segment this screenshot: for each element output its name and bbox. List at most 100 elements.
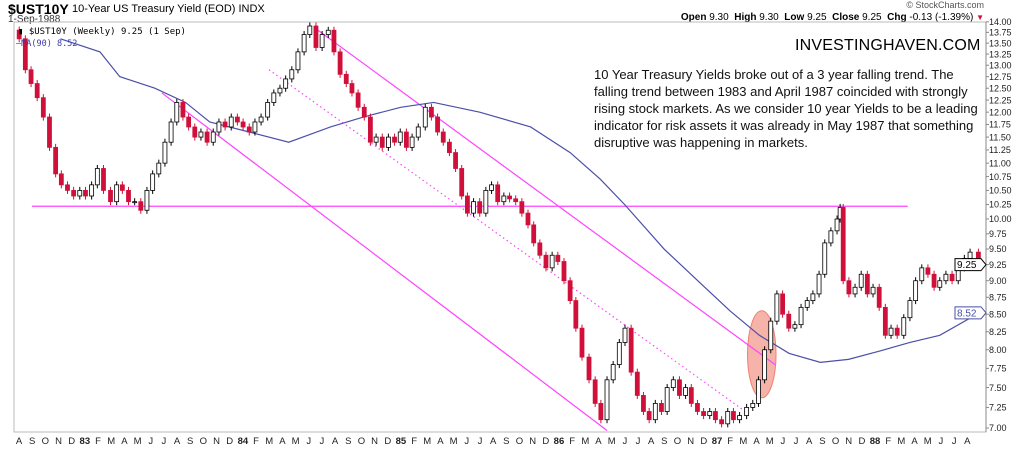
x-tick-label: F	[253, 436, 259, 447]
candle-body	[483, 189, 489, 214]
open-value: 9.30	[709, 12, 729, 23]
candle-body	[34, 83, 40, 99]
candle	[234, 113, 240, 126]
candle-body	[114, 184, 120, 203]
candle	[737, 412, 742, 424]
candle-body	[192, 126, 198, 138]
candle	[89, 181, 95, 200]
candle	[816, 270, 822, 298]
candle-body	[477, 201, 483, 214]
candle-body	[804, 300, 810, 308]
candle-body	[543, 254, 549, 269]
candle	[483, 186, 489, 217]
ma-value-label-box	[954, 306, 987, 320]
candle-body	[707, 411, 713, 416]
candle-body	[47, 116, 52, 148]
candle	[695, 399, 700, 416]
candle	[295, 48, 301, 74]
ohlc-readout: Open 9.30 High 9.30 Low 9.25 Close 9.25 …	[681, 12, 984, 23]
candle	[144, 186, 150, 214]
candle	[53, 143, 59, 178]
candle	[907, 297, 913, 322]
candle-body	[713, 411, 718, 421]
x-tick-label: J	[478, 436, 483, 447]
x-tick-label: A	[16, 436, 23, 447]
candle-body	[774, 293, 780, 322]
candle-body	[132, 201, 138, 204]
candle	[385, 133, 391, 151]
x-tick-label: M	[897, 436, 905, 447]
candle	[22, 35, 28, 74]
x-tick-label: A	[174, 436, 181, 447]
candle	[216, 118, 222, 136]
y-tick-label: 8.25	[989, 327, 1007, 337]
candle-body	[907, 300, 913, 319]
candle	[864, 270, 870, 298]
y-tick-label: 9.25	[989, 260, 1007, 270]
x-tick-label: M	[107, 436, 115, 447]
y-tick-label: 7.25	[989, 403, 1007, 413]
candle-body	[40, 97, 46, 118]
candle	[156, 159, 162, 178]
x-tick-label: F	[95, 436, 101, 447]
candle-body	[798, 306, 804, 326]
candle-body	[719, 419, 724, 425]
candle	[586, 353, 592, 384]
candle	[762, 346, 768, 384]
x-tick-label: D	[700, 436, 707, 447]
x-tick-label: J	[148, 436, 153, 447]
candle	[616, 338, 622, 369]
candle-body	[592, 379, 598, 404]
candle-body	[397, 131, 403, 143]
candle	[192, 123, 198, 141]
x-tick-label: M	[423, 436, 431, 447]
x-tick-label: 87	[712, 436, 723, 447]
candle-body	[567, 280, 573, 301]
candle	[283, 75, 289, 92]
y-tick-label: 13.25	[989, 49, 1012, 59]
candle-body	[65, 184, 70, 191]
candle	[71, 186, 77, 200]
candle-body	[101, 168, 106, 191]
x-tick-label: S	[819, 436, 825, 447]
x-tick-label: M	[608, 436, 616, 447]
candle-body	[744, 407, 750, 416]
candle	[58, 170, 64, 189]
candle-body	[677, 379, 682, 396]
candle	[822, 239, 828, 278]
candle	[501, 192, 507, 206]
candle-body	[864, 273, 870, 295]
candle	[415, 123, 421, 141]
x-tick-label: J	[464, 436, 469, 447]
candle-body	[949, 273, 955, 282]
candle-body	[367, 116, 373, 143]
candle	[531, 221, 537, 247]
y-tick-label: 14.00	[989, 17, 1012, 27]
candle	[489, 181, 494, 194]
x-tick-label: J	[161, 436, 166, 447]
candle	[894, 324, 900, 339]
x-tick-label: 83	[80, 436, 91, 447]
candle-body	[246, 126, 252, 133]
candle-body	[616, 342, 622, 365]
dotted-trendline	[268, 69, 746, 412]
candle-body	[967, 251, 973, 259]
x-tick-label: A	[964, 436, 971, 447]
close-value: 9.25	[862, 12, 882, 23]
close-label: Close	[832, 12, 860, 23]
candle-body	[186, 116, 192, 128]
candle-body	[513, 198, 519, 203]
candle-body	[670, 379, 676, 388]
legend-price-text: $UST10Y (Weekly) 9.25 (1 Sep)	[28, 27, 186, 37]
candle	[634, 368, 640, 399]
candle-body	[198, 131, 204, 138]
x-tick-label: A	[437, 436, 444, 447]
y-tick-label: 11.50	[989, 132, 1011, 142]
candle-body	[447, 141, 452, 153]
y-tick-label: 12.00	[989, 107, 1012, 117]
x-tick-label: 86	[554, 436, 565, 447]
y-tick-label: 10.25	[989, 200, 1012, 210]
y-tick-label: 12.25	[989, 95, 1012, 105]
candle	[610, 361, 616, 384]
candle	[519, 198, 525, 217]
